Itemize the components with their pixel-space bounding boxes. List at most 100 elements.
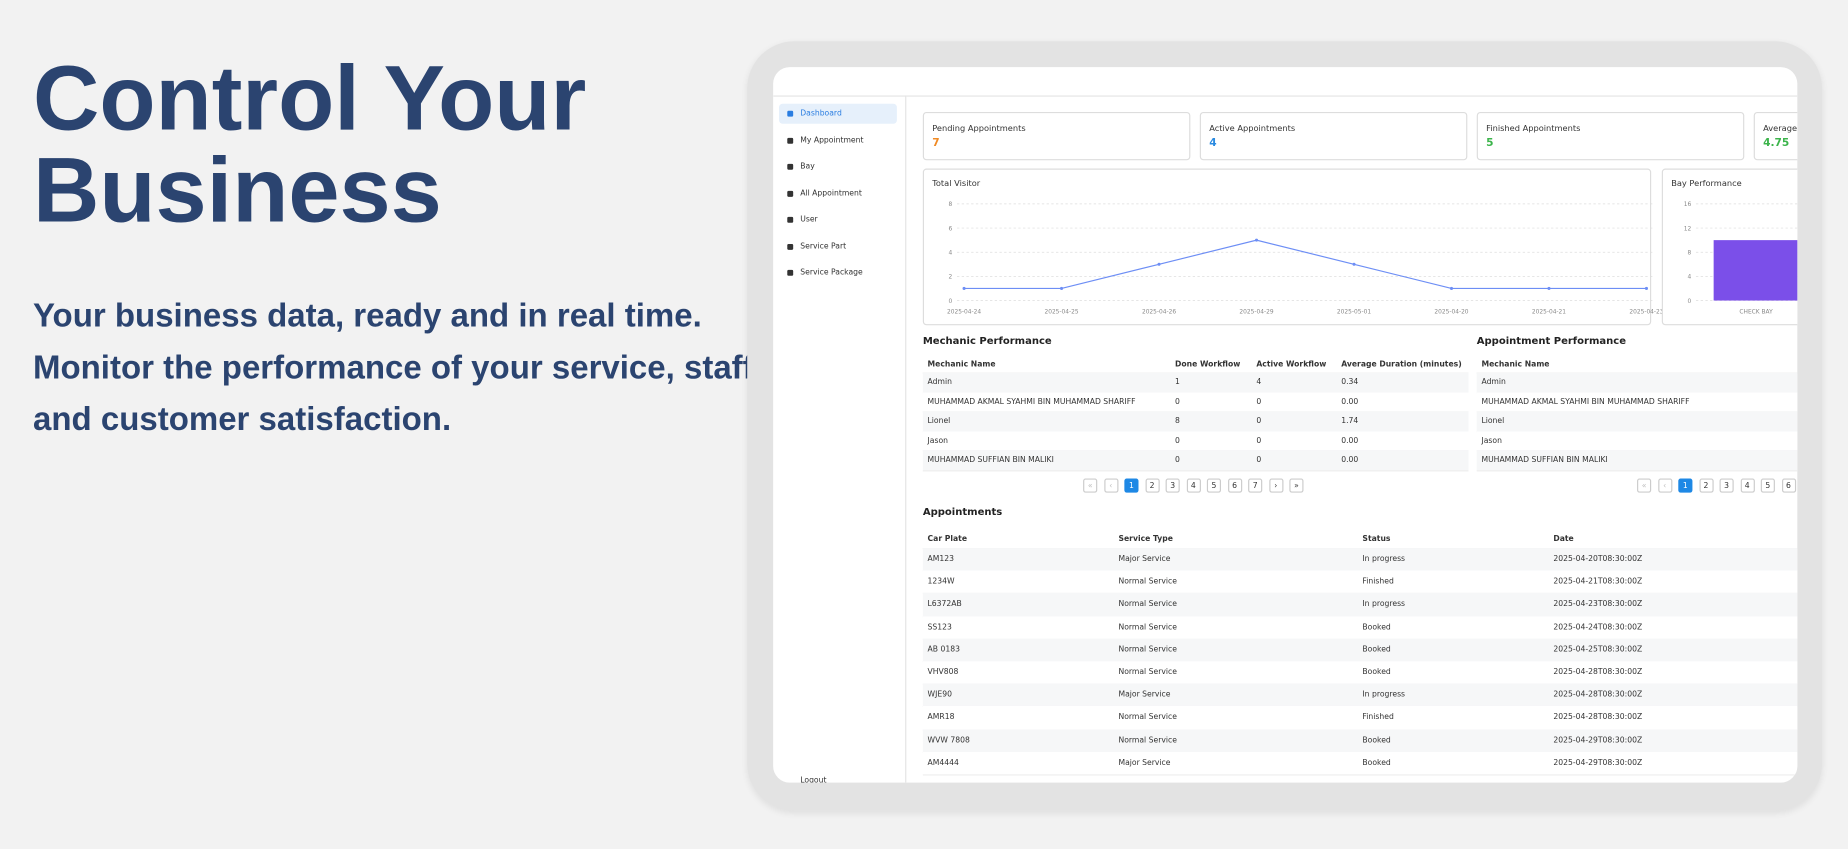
stat-card: Finished Appointments 5 [1476,111,1745,161]
table-cell: MUHAMMAD SUFFIAN BIN MALIKI [1481,454,1608,465]
stat-label: Active Appointments [1209,123,1296,134]
table-cell: AM4444 [927,757,959,768]
table-cell: In progress [1362,553,1406,564]
table-cell: Booked [1362,644,1391,654]
table-row: Lionel [1476,411,1798,432]
page-button[interactable]: 3 [1165,478,1180,493]
menu-item[interactable]: Dashboard [779,103,897,124]
page-button[interactable]: 7 [1248,478,1263,493]
line [964,239,1647,290]
table-row: MUHAMMAD AKMAL SYAHMI BIN MUHAMMAD SHARI… [922,391,1469,413]
stat-label: Finished Appointments [1486,123,1581,134]
table-row: SS123 Normal Service Booked 2025-04-24T08:3… [922,615,1798,640]
point [1449,286,1454,290]
menu-item[interactable]: All Appointment [779,183,897,203]
y-tick-label: 16 [1684,202,1692,208]
table-cell: Normal Service [1118,599,1177,609]
table-cell: 2025-04-20T08:30:00Z [1553,553,1643,564]
menu-item[interactable]: Bay [779,157,897,177]
page-button[interactable]: 2 [1144,478,1160,493]
menu-item[interactable]: My Appointment [779,130,897,150]
stat-label: Pending Appointments [932,123,1026,134]
page-nav[interactable]: « [1637,478,1652,493]
table-cell: 0 [1256,454,1262,465]
point [962,286,966,290]
table-cell: Booked [1362,621,1391,632]
table-cell: Admin [1481,377,1506,387]
y-tick-label: 8 [949,202,953,208]
page-button[interactable]: 5 [1206,478,1221,493]
chart-card: Bay Performance 0 4 8 12 16 CHECK BAY [1661,168,1798,326]
stat-value: 7 [932,137,940,150]
chart-title: Bay Performance [1671,179,1742,189]
table-cell: Jason [1481,435,1502,445]
table-row: AMR18 Normal Service Finished 2025-04-28T08… [922,706,1798,731]
page-nav[interactable]: » [1289,478,1304,493]
menu-item[interactable]: Service Part [779,236,897,256]
page-button[interactable]: 5 [1760,478,1775,493]
column-header: Service Type [1118,533,1173,544]
page-button[interactable]: 1 [1124,478,1139,493]
page-button[interactable]: 6 [1227,478,1242,493]
point [1352,262,1356,266]
table-cell: 0 [1175,396,1180,407]
chart: 0 4 8 12 16 CHECK BAY [1684,202,1798,315]
menu-label: User [800,214,818,224]
x-tick-label: CHECK BAY [1739,309,1773,315]
subheadline: Your business data, ready and in real ti… [32,296,754,438]
stat-value: 4 [1209,137,1217,150]
stat-label: Average F [1763,123,1798,134]
table-row: WJE90 Major Service In progress 2025-04-28T… [922,683,1798,708]
table-cell: Normal Service [1118,644,1177,654]
table-row: AM123 Major Service In progress 2025-04-20T… [922,548,1798,572]
x-tick-label: 2025-04-20 [1434,309,1468,315]
column-header: Mechanic Name [1481,359,1550,369]
table-cell: Normal Service [1118,576,1177,586]
x-tick-label: 2025-04-29 [1239,309,1273,315]
menu-icon [787,269,794,276]
table-cell: AMR18 [927,712,955,722]
page-nav[interactable]: ‹ [1103,478,1118,493]
section-title: Appointment Performance [1476,335,1627,348]
table-cell: 0.34 [1341,377,1359,387]
stat-card: Pending Appointments 7 [922,111,1191,161]
page-nav[interactable]: ‹ [1657,478,1672,493]
y-tick-label: 12 [1684,226,1692,232]
page-button[interactable]: 4 [1186,478,1201,493]
page-button[interactable]: 1 [1678,478,1693,493]
table-cell: WVW 7808 [927,734,970,745]
table-cell: Lionel [1481,416,1505,426]
y-tick-label: 4 [949,251,953,257]
menu-icon [787,110,794,117]
menu-label: My Appointment [800,134,864,145]
menu-item[interactable]: Service Package [779,263,897,283]
column-header: Done Workflow [1175,359,1241,369]
page-button[interactable]: 6 [1781,478,1796,493]
table-cell: 2025-04-29T08:30:00Z [1553,734,1643,745]
page-button[interactable]: 3 [1719,478,1734,493]
menu-item[interactable]: User [779,210,897,230]
table-row: 1234W Normal Service Finished 2025-04-21T08… [922,570,1798,595]
page-button[interactable]: 2 [1698,478,1714,493]
table-cell: VHV808 [927,667,959,677]
table-cell: 2025-04-23T08:30:00Z [1553,599,1643,609]
table-cell: MUHAMMAD AKMAL SYAHMI BIN MUHAMMAD SHARI… [927,396,1136,407]
table-row: Admin 1 4 0.34 [922,372,1469,394]
table-cell: 1.74 [1341,416,1359,426]
logout[interactable]: Logout [800,775,827,783]
menu-label: Bay [800,161,815,171]
page-nav[interactable]: › [1268,478,1283,493]
page-nav[interactable]: « [1083,478,1098,493]
table-row: AB 0183 Normal Service Booked 2025-04-25T08… [922,638,1798,663]
table-cell: WJE90 [927,689,952,700]
menu-icon [787,190,794,197]
page-button[interactable]: 4 [1740,478,1755,493]
table-row: MUHAMMAD SUFFIAN BIN MALIKI 0 0 0.00 [922,450,1469,471]
table-cell: 0 [1175,454,1180,465]
table-cell: 2025-04-24T08:30:00Z [1553,621,1643,632]
menu-label: Service Part [800,241,847,251]
menu-icon [787,137,794,144]
table-cell: 4 [1256,377,1262,387]
